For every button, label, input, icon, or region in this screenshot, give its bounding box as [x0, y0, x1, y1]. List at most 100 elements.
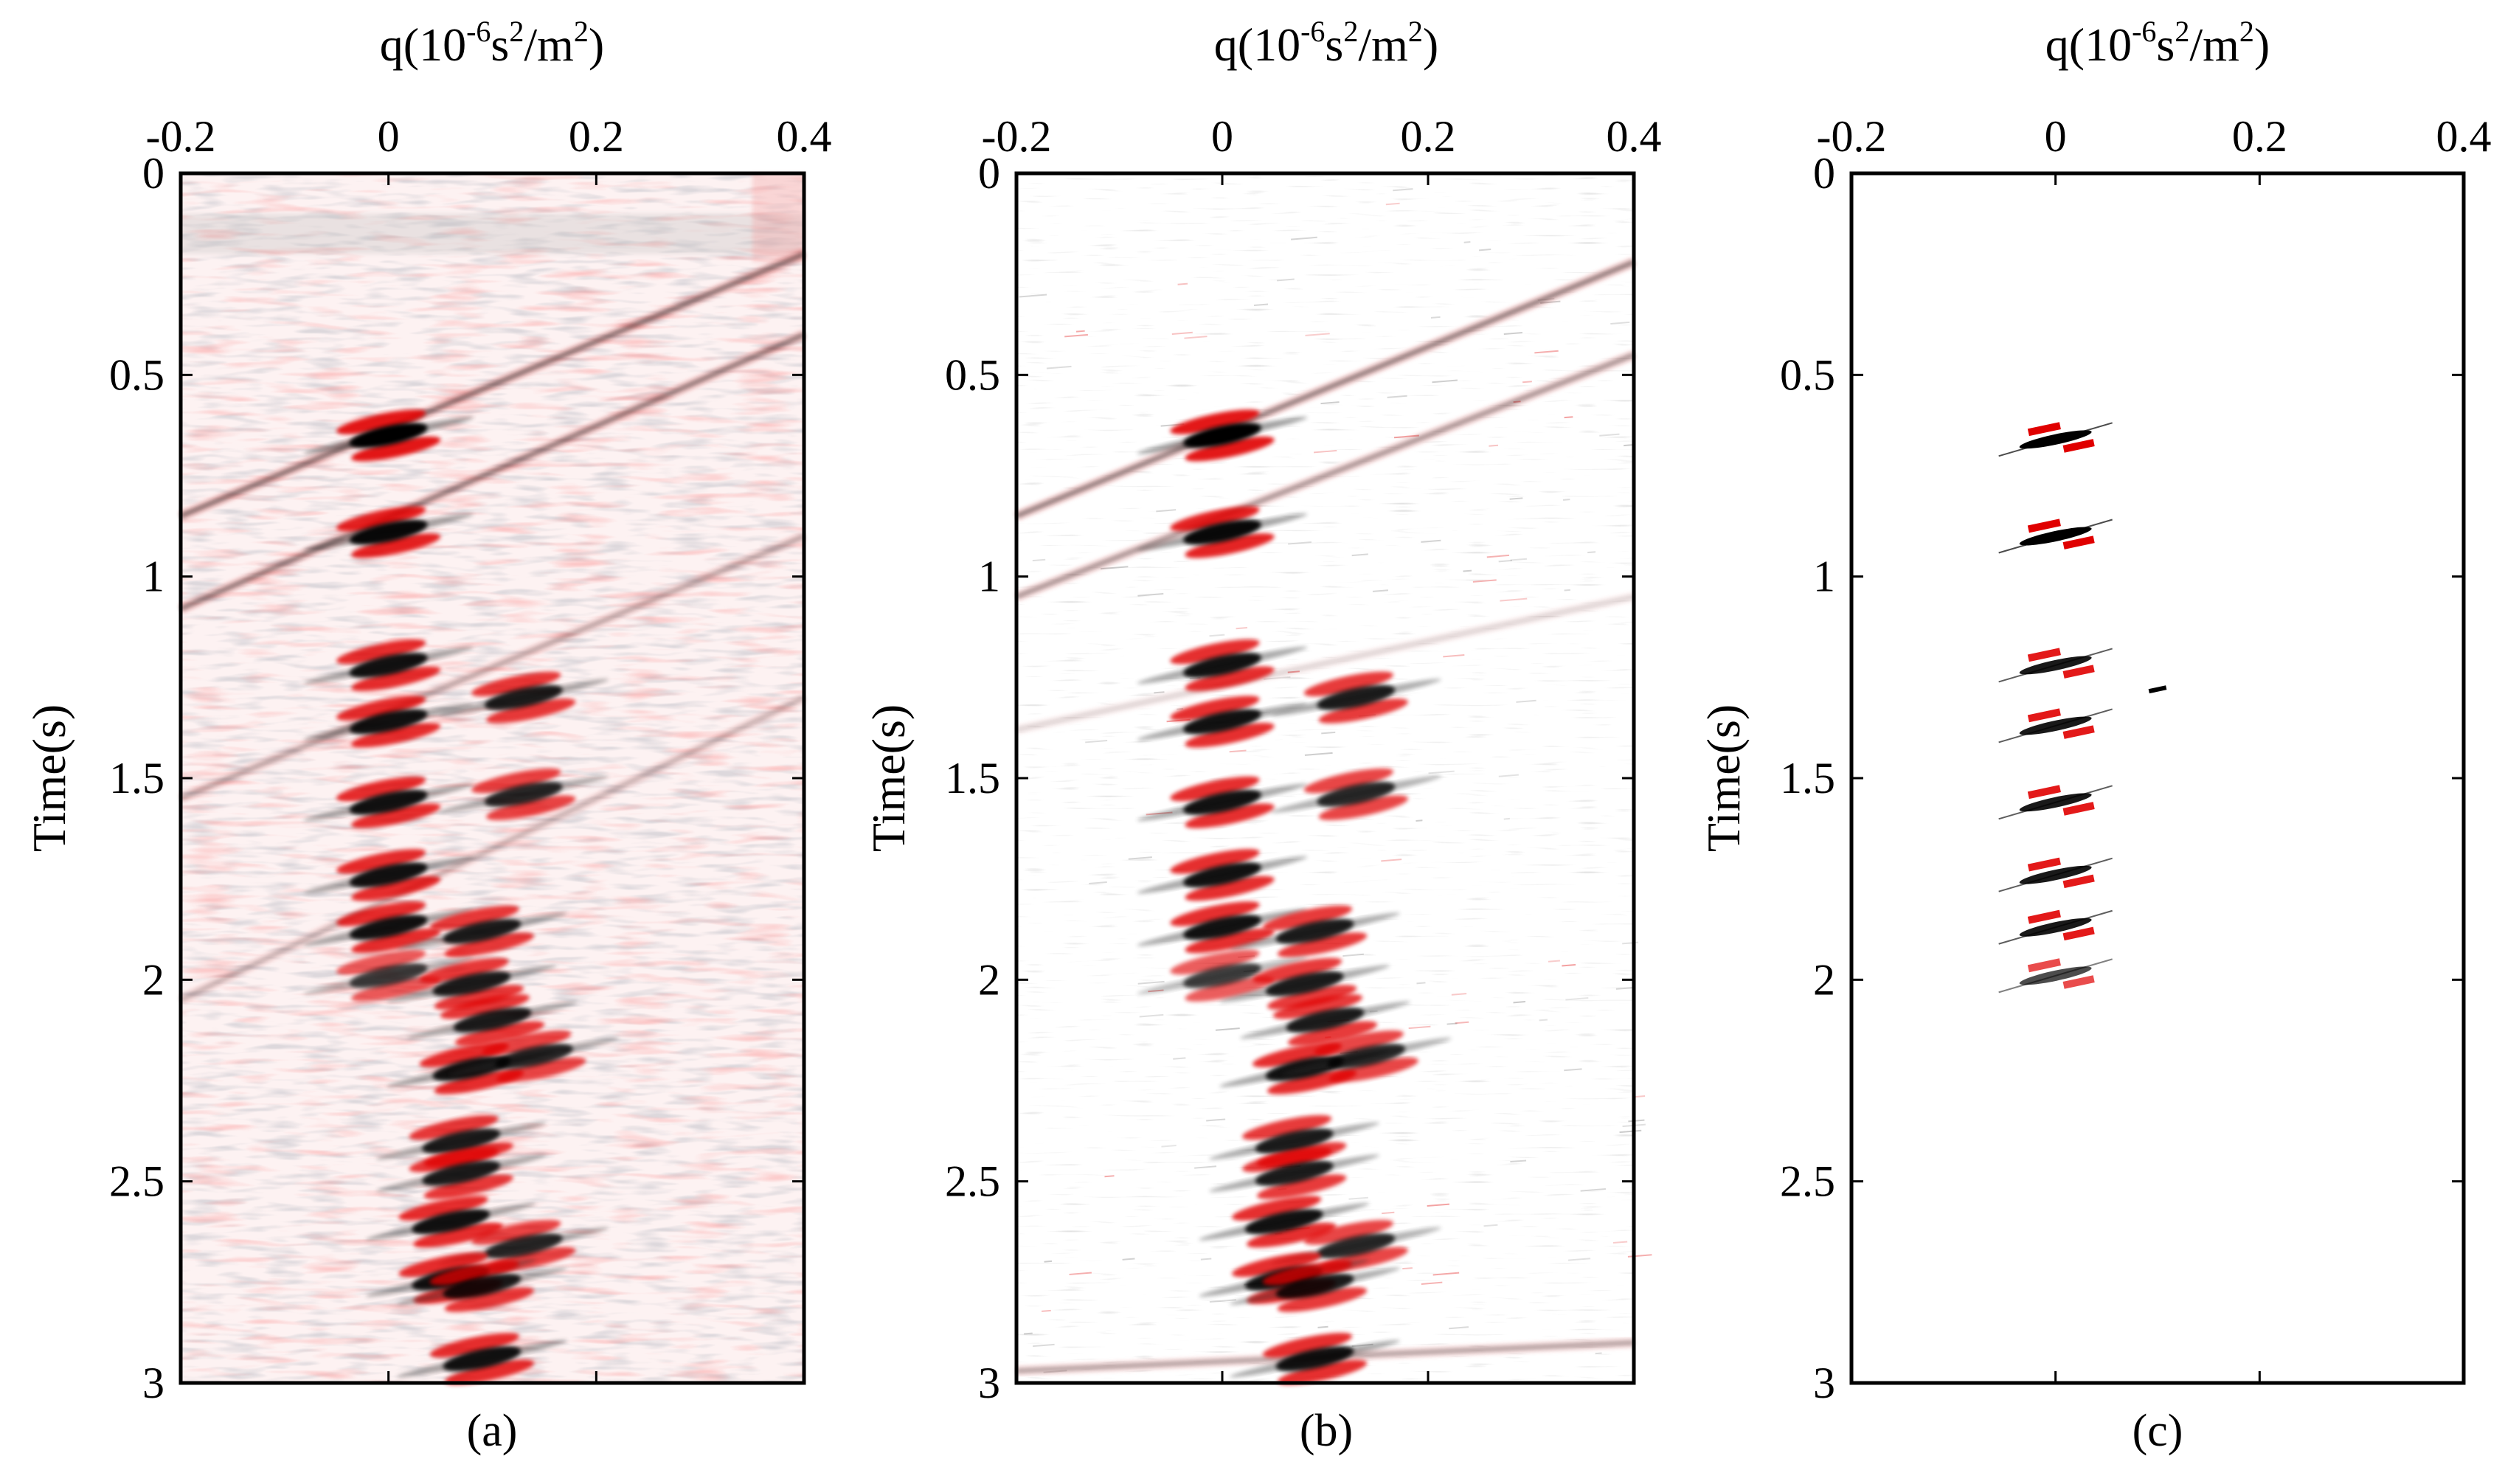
event-15: [1281, 1030, 1452, 1083]
y-tick-label: 2: [978, 955, 1000, 1004]
noise-dash: [1128, 856, 1152, 860]
y-tick-label: 0: [978, 149, 1000, 198]
event-17: [1209, 1147, 1380, 1199]
x-tick-label: 0: [378, 112, 400, 161]
noise-dash: [1154, 691, 1165, 694]
event-core: [2019, 966, 2092, 985]
noise-dash: [1177, 707, 1184, 710]
x-tick-label: 0.2: [2232, 112, 2287, 161]
noise-dash: [1305, 333, 1330, 336]
event-tail: [1998, 519, 2113, 554]
y-tick-label: 3: [142, 1359, 164, 1407]
linear-event-1: [179, 252, 805, 519]
event-8: [1137, 849, 1308, 901]
event-core: [422, 1160, 501, 1186]
y-tick-label: 0: [1813, 149, 1835, 198]
event-lobe-lower: [1185, 722, 1275, 748]
event-lobe-upper: [1272, 994, 1363, 1019]
event-3: [1998, 648, 2113, 683]
noise-dash: [1320, 401, 1340, 405]
event-2: [1998, 519, 2113, 554]
x-tick-label: 0.2: [569, 112, 624, 161]
event-core: [1183, 652, 1261, 678]
event-lobe-lower: [444, 932, 535, 957]
event-lobe-upper: [336, 639, 426, 665]
event-5: [1270, 671, 1441, 724]
event-lobe-lower: [496, 1057, 586, 1083]
noise-dash: [1200, 1258, 1212, 1261]
noise-dash: [1019, 294, 1047, 298]
noise-dash: [1276, 278, 1295, 282]
noise-dash: [1317, 1325, 1328, 1328]
y-tick-label: 2.5: [109, 1157, 164, 1206]
noise-dash: [1206, 1118, 1226, 1122]
event-core: [1317, 684, 1396, 710]
event-lobe-upper: [419, 957, 509, 983]
event-lobe-lower: [1185, 928, 1275, 954]
noise-dash: [1509, 497, 1523, 500]
event-lobe-lower: [1318, 698, 1409, 724]
y-tick-label: 2.5: [945, 1157, 1000, 1206]
event-lobe-upper: [2027, 648, 2061, 662]
event-lobe-lower: [434, 985, 524, 1010]
panel-a: -0.2 0 0.2 0.400.511.522.53 q(10-6s2/m2) Ti…: [23, 15, 832, 1456]
x-tick-label: -0.2: [1817, 112, 1887, 161]
event-lobe-upper: [398, 1196, 488, 1221]
event-lobe-lower: [1185, 436, 1275, 462]
event-22: [396, 1333, 567, 1385]
event-12: [1219, 957, 1390, 1010]
event-lobe-lower: [2062, 802, 2095, 816]
noise-dash: [1069, 1272, 1092, 1275]
event-lobe-lower: [1277, 1359, 1368, 1385]
y-tick-label: 2: [142, 955, 164, 1004]
x-tick-label: 0: [1211, 112, 1233, 161]
event-core: [432, 971, 511, 996]
event-lobe-lower: [1328, 1057, 1419, 1083]
event-12: [386, 957, 557, 1010]
top-smear: [181, 213, 804, 254]
event-lobe-upper: [2027, 785, 2061, 800]
noise-dash: [1372, 589, 1389, 592]
event-9: [303, 901, 474, 954]
noise-dash: [1615, 987, 1633, 990]
event-lobe-lower: [1318, 795, 1409, 820]
event-lobe-lower: [351, 436, 441, 462]
noise-dash: [1348, 1196, 1368, 1200]
event-1: [1998, 422, 2113, 457]
noise-dash: [1313, 449, 1337, 454]
event-lobe-upper: [1170, 696, 1260, 721]
noise-dash: [1100, 566, 1129, 570]
noise-dash: [1539, 1019, 1548, 1022]
event-core: [1317, 781, 1396, 807]
event-lobe-upper: [1170, 639, 1260, 665]
noise-dash: [1044, 1260, 1053, 1263]
event-lobe-upper: [471, 768, 561, 794]
event-lobe-upper: [1241, 1147, 1332, 1173]
event-lobe-lower: [1185, 803, 1275, 828]
noise-dash: [1510, 1159, 1527, 1163]
event-lobe-lower: [2062, 926, 2095, 941]
noise-dash: [1229, 749, 1247, 753]
event-17: [375, 1147, 547, 1199]
event-tail: [1998, 909, 2113, 945]
event-lobe-lower: [2062, 725, 2095, 739]
noise-dash: [1064, 333, 1089, 338]
panel-a-plot: -0.2 0 0.2 0.400.511.522.53: [109, 112, 832, 1407]
event-lobe-lower: [351, 666, 441, 692]
noise-dash: [1455, 1021, 1469, 1024]
noise-dash: [1177, 282, 1188, 285]
noise-dash: [1290, 236, 1317, 240]
event-8: [303, 849, 474, 901]
event-lobe-upper: [409, 1114, 499, 1140]
event-4: [1998, 708, 2113, 743]
event-lobe-upper: [1262, 905, 1353, 931]
noise-dash: [1580, 1187, 1606, 1192]
event-lobe-upper: [2027, 857, 2061, 872]
y-tick-label: 0.5: [1780, 350, 1835, 399]
event-7: [438, 768, 609, 820]
event-lobe-upper: [471, 671, 561, 697]
noise-dash: [1416, 982, 1426, 985]
noise-dash: [1522, 381, 1532, 384]
y-tick-label: 0: [142, 149, 164, 198]
noise-dash: [1393, 188, 1413, 192]
